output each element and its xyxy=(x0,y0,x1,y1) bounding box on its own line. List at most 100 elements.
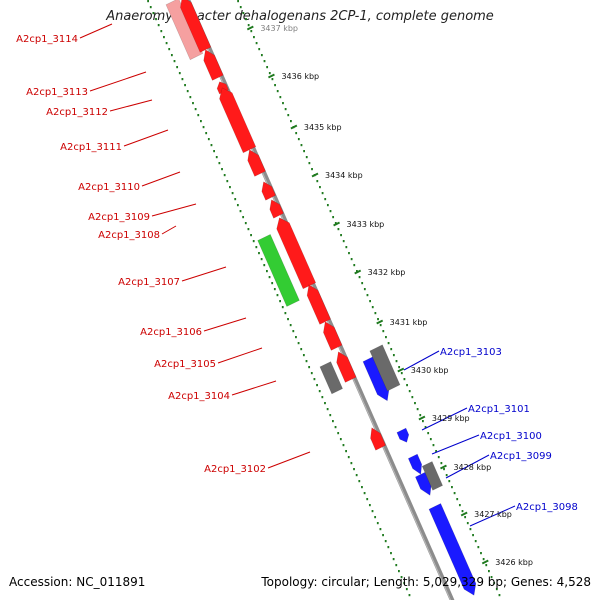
gene-label[interactable]: A2cp1_3112 xyxy=(46,107,108,118)
inner-ruler-dot xyxy=(271,282,274,285)
outer-ruler-dot xyxy=(239,6,242,9)
gene-label[interactable]: A2cp1_3110 xyxy=(78,182,140,193)
gene-label[interactable]: A2cp1_3103 xyxy=(440,347,502,358)
gene-label[interactable]: A2cp1_3098 xyxy=(516,502,578,513)
map-title: Anaeromyxobacter dehalogenans 2CP-1, com… xyxy=(106,9,494,24)
inner-ruler-dot xyxy=(244,222,247,225)
outer-ruler-dot xyxy=(482,558,485,561)
gene-label[interactable]: A2cp1_3100 xyxy=(480,431,542,442)
outer-ruler-dot xyxy=(464,516,467,519)
gene-feature[interactable] xyxy=(247,149,266,177)
leader-line xyxy=(181,266,227,282)
gene-label[interactable]: A2cp1_3108 xyxy=(98,230,160,241)
gene-label[interactable]: A2cp1_3099 xyxy=(490,451,552,462)
outer-ruler-dot xyxy=(458,504,461,507)
inner-ruler-dot xyxy=(255,246,258,249)
other-feature[interactable] xyxy=(369,344,401,392)
gene-feature-forward[interactable] xyxy=(407,453,423,475)
gene-feature-forward[interactable] xyxy=(428,503,477,596)
inner-ruler-dot xyxy=(363,492,366,495)
inner-ruler-dot xyxy=(258,252,260,255)
outer-ruler-dot xyxy=(345,246,348,249)
gene-label[interactable]: A2cp1_3111 xyxy=(60,142,122,153)
outer-ruler-dot xyxy=(329,210,332,213)
leader-line xyxy=(445,454,490,479)
outer-ruler-dot xyxy=(424,426,427,429)
inner-ruler-dot xyxy=(184,84,186,87)
inner-ruler-dot xyxy=(202,126,205,129)
outer-ruler-dot xyxy=(448,480,451,483)
gene-label[interactable]: A2cp1_3114 xyxy=(16,34,78,45)
outer-ruler-dot xyxy=(387,342,390,345)
outer-ruler-dot xyxy=(242,12,245,15)
gene-feature[interactable] xyxy=(261,181,276,201)
gene-label[interactable]: A2cp1_3113 xyxy=(26,87,88,98)
gene-label[interactable]: A2cp1_3104 xyxy=(168,391,230,402)
rna-feature[interactable] xyxy=(257,233,300,307)
gene-feature[interactable] xyxy=(269,199,284,219)
gene-feature[interactable] xyxy=(336,351,357,383)
leader-line xyxy=(79,23,113,39)
outer-ruler-dot xyxy=(406,384,408,387)
outer-ruler-dot xyxy=(469,528,472,531)
inner-ruler-dot xyxy=(392,558,395,561)
inner-ruler-dot xyxy=(250,234,252,237)
leader-line xyxy=(231,380,277,396)
gene-label[interactable]: A2cp1_3101 xyxy=(468,404,530,415)
inner-ruler-dot xyxy=(310,372,313,375)
outer-ruler-dot xyxy=(237,0,239,3)
outer-ruler-dot xyxy=(342,240,345,243)
outer-ruler-dot xyxy=(382,330,385,333)
inner-ruler-dot xyxy=(178,72,181,75)
gene-feature-forward[interactable] xyxy=(396,427,410,443)
leader-line xyxy=(161,225,177,235)
gene-label[interactable]: A2cp1_3106 xyxy=(140,327,202,338)
outer-ruler-dot xyxy=(356,270,358,273)
inner-ruler-dot xyxy=(192,102,194,105)
outer-ruler-dot xyxy=(472,534,474,537)
inner-ruler-dot xyxy=(173,60,176,63)
outer-ruler-dot xyxy=(498,594,501,597)
inner-ruler-dot xyxy=(231,192,234,195)
outer-ruler-dot xyxy=(271,78,274,81)
kbp-label: 3437 kbp xyxy=(260,24,298,33)
outer-ruler-dot xyxy=(398,366,401,369)
leader-line xyxy=(217,347,263,364)
outer-ruler-dot xyxy=(488,570,490,573)
kbp-tick xyxy=(333,221,341,227)
outer-ruler-dot xyxy=(453,492,456,495)
outer-ruler-dot xyxy=(300,144,303,147)
outer-ruler-dot xyxy=(429,438,432,441)
kbp-tick xyxy=(440,464,447,470)
gene-feature[interactable] xyxy=(306,284,331,325)
outer-ruler-dot xyxy=(326,204,329,207)
gene-feature[interactable] xyxy=(323,321,343,351)
kbp-label-layer: 3437 kbp 3436 kbp 3435 kbp 3434 kbp 3433 kbp… xyxy=(246,24,533,567)
inner-ruler-dot xyxy=(168,48,171,51)
kbp-label: 3429 kbp xyxy=(432,414,470,423)
inner-ruler-dot xyxy=(302,354,305,357)
outer-ruler-dot xyxy=(311,168,313,171)
gene-feature[interactable] xyxy=(276,217,317,290)
outer-ruler-dot xyxy=(353,264,356,267)
outer-ruler-dot xyxy=(255,42,258,45)
gene-label[interactable]: A2cp1_3109 xyxy=(88,212,150,223)
outer-ruler-dot xyxy=(245,18,247,21)
inner-ruler-dot xyxy=(350,462,353,465)
gene-feature[interactable] xyxy=(370,427,386,451)
inner-ruler-dot xyxy=(353,468,355,471)
gene-feature[interactable] xyxy=(180,0,212,53)
outer-ruler-dot xyxy=(321,192,324,195)
inner-ruler-dot xyxy=(400,576,403,579)
leader-line xyxy=(203,317,247,332)
gene-label[interactable]: A2cp1_3107 xyxy=(118,277,180,288)
outer-ruler-dot xyxy=(369,300,371,303)
gene-feature[interactable] xyxy=(219,87,257,154)
other-feature[interactable] xyxy=(319,361,343,395)
gene-feature[interactable] xyxy=(203,49,224,81)
gene-label[interactable]: A2cp1_3102 xyxy=(204,464,266,475)
gene-label[interactable]: A2cp1_3105 xyxy=(154,359,216,370)
gene-label-layer: A2cp1_3114 A2cp1_3113 A2cp1_3112 A2cp1_3111… xyxy=(16,34,578,513)
other-feature[interactable] xyxy=(421,461,443,491)
